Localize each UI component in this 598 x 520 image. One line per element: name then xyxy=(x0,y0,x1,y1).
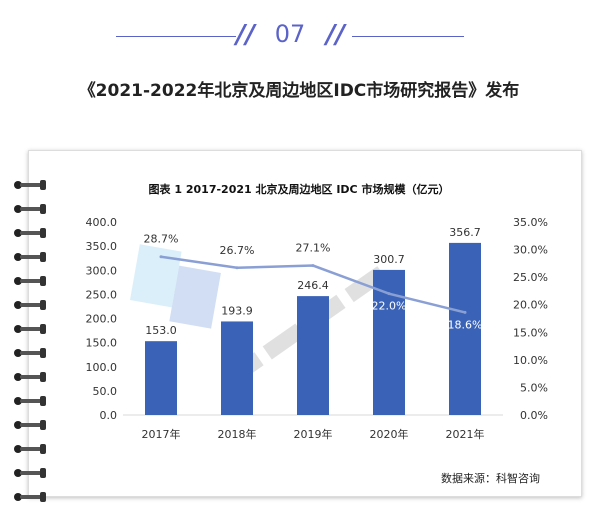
binding-ring xyxy=(14,180,46,190)
binding-ring xyxy=(14,420,46,430)
y-tick-label: 350.0 xyxy=(86,240,118,253)
header-slash-right: // xyxy=(326,20,345,50)
header-slash-left: // xyxy=(236,20,255,50)
line-point xyxy=(235,266,239,270)
line-value-label: 28.7% xyxy=(144,233,179,246)
y2-tick-label: 35.0% xyxy=(513,216,548,229)
bar-value-label: 356.7 xyxy=(449,226,481,239)
y2-tick-label: 0.0% xyxy=(520,409,548,422)
binding-ring xyxy=(14,468,46,478)
y-tick-label: 300.0 xyxy=(86,264,118,277)
kezhi-logo-icon xyxy=(130,244,221,329)
x-tick-label: 2017年 xyxy=(142,427,181,441)
binding-ring xyxy=(14,396,46,406)
y2-tick-label: 15.0% xyxy=(513,326,548,339)
y-tick-label: 400.0 xyxy=(86,216,118,229)
bar-value-label: 246.4 xyxy=(297,279,329,292)
binding-ring xyxy=(14,348,46,358)
x-axis: 2017年 2018年 2019年 2020年 2021年 xyxy=(142,427,485,441)
bar xyxy=(449,242,481,415)
bar-value-label: 300.7 xyxy=(373,253,405,266)
line-point xyxy=(463,310,467,314)
line-value-label: 27.1% xyxy=(296,242,331,255)
binding-ring xyxy=(14,492,46,502)
line-value-label: 18.6% xyxy=(448,318,483,331)
binding-ring xyxy=(14,324,46,334)
y2-tick-label: 25.0% xyxy=(513,271,548,284)
line-value-label: 22.0% xyxy=(372,300,407,313)
line-value-label: 26.7% xyxy=(220,244,255,257)
x-tick-label: 2021年 xyxy=(446,427,485,441)
binding-ring xyxy=(14,228,46,238)
section-header: // 07 // 《2021-2022年北京及周边地区IDC市场研究报告》发布 xyxy=(0,0,598,120)
line-point xyxy=(311,264,315,268)
y2-tick-label: 20.0% xyxy=(513,299,548,312)
binding-ring xyxy=(14,300,46,310)
bar xyxy=(297,296,329,415)
y-tick-label: 100.0 xyxy=(86,361,118,374)
y2-tick-label: 5.0% xyxy=(520,381,548,394)
article-title: 《2021-2022年北京及周边地区IDC市场研究报告》发布 xyxy=(78,81,520,101)
header-rule-right xyxy=(352,36,464,37)
bar xyxy=(373,269,405,415)
section-number: 07 xyxy=(274,20,306,48)
y-tick-label: 250.0 xyxy=(86,288,118,301)
line-series: 28.7% 26.7% 27.1% 22.0% 18.6% xyxy=(144,233,483,332)
header-rule-left xyxy=(116,36,236,37)
bar xyxy=(145,341,177,415)
y-tick-label: 150.0 xyxy=(86,337,118,350)
line-point xyxy=(159,255,163,259)
binding-ring xyxy=(14,276,46,286)
y-axis-right: 0.0% 5.0% 10.0% 15.0% 20.0% 25.0% 30.0% 35.0% xyxy=(513,216,548,422)
x-tick-label: 2020年 xyxy=(370,427,409,441)
bar xyxy=(221,321,253,415)
binding-ring xyxy=(14,252,46,262)
y-tick-label: 200.0 xyxy=(86,313,118,326)
line-point xyxy=(387,292,391,296)
bar-value-label: 193.9 xyxy=(221,304,253,317)
binding-ring xyxy=(14,204,46,214)
y-axis-left: 0.0 50.0 100.0 150.0 200.0 250.0 300.0 350.0 400… xyxy=(86,216,118,422)
data-source: 数据来源：科智咨询 xyxy=(441,472,540,485)
y-tick-label: 50.0 xyxy=(93,385,118,398)
y2-tick-label: 30.0% xyxy=(513,244,548,257)
chart-title: 图表 1 2017-2021 北京及周边地区 IDC 市场规模（亿元） xyxy=(148,183,450,196)
x-tick-label: 2019年 xyxy=(294,427,333,441)
y2-tick-label: 10.0% xyxy=(513,354,548,367)
binding-ring xyxy=(14,444,46,454)
y-tick-label: 0.0 xyxy=(100,409,118,422)
x-tick-label: 2018年 xyxy=(218,427,257,441)
bar-value-label: 153.0 xyxy=(145,324,177,337)
binding-ring xyxy=(14,372,46,382)
